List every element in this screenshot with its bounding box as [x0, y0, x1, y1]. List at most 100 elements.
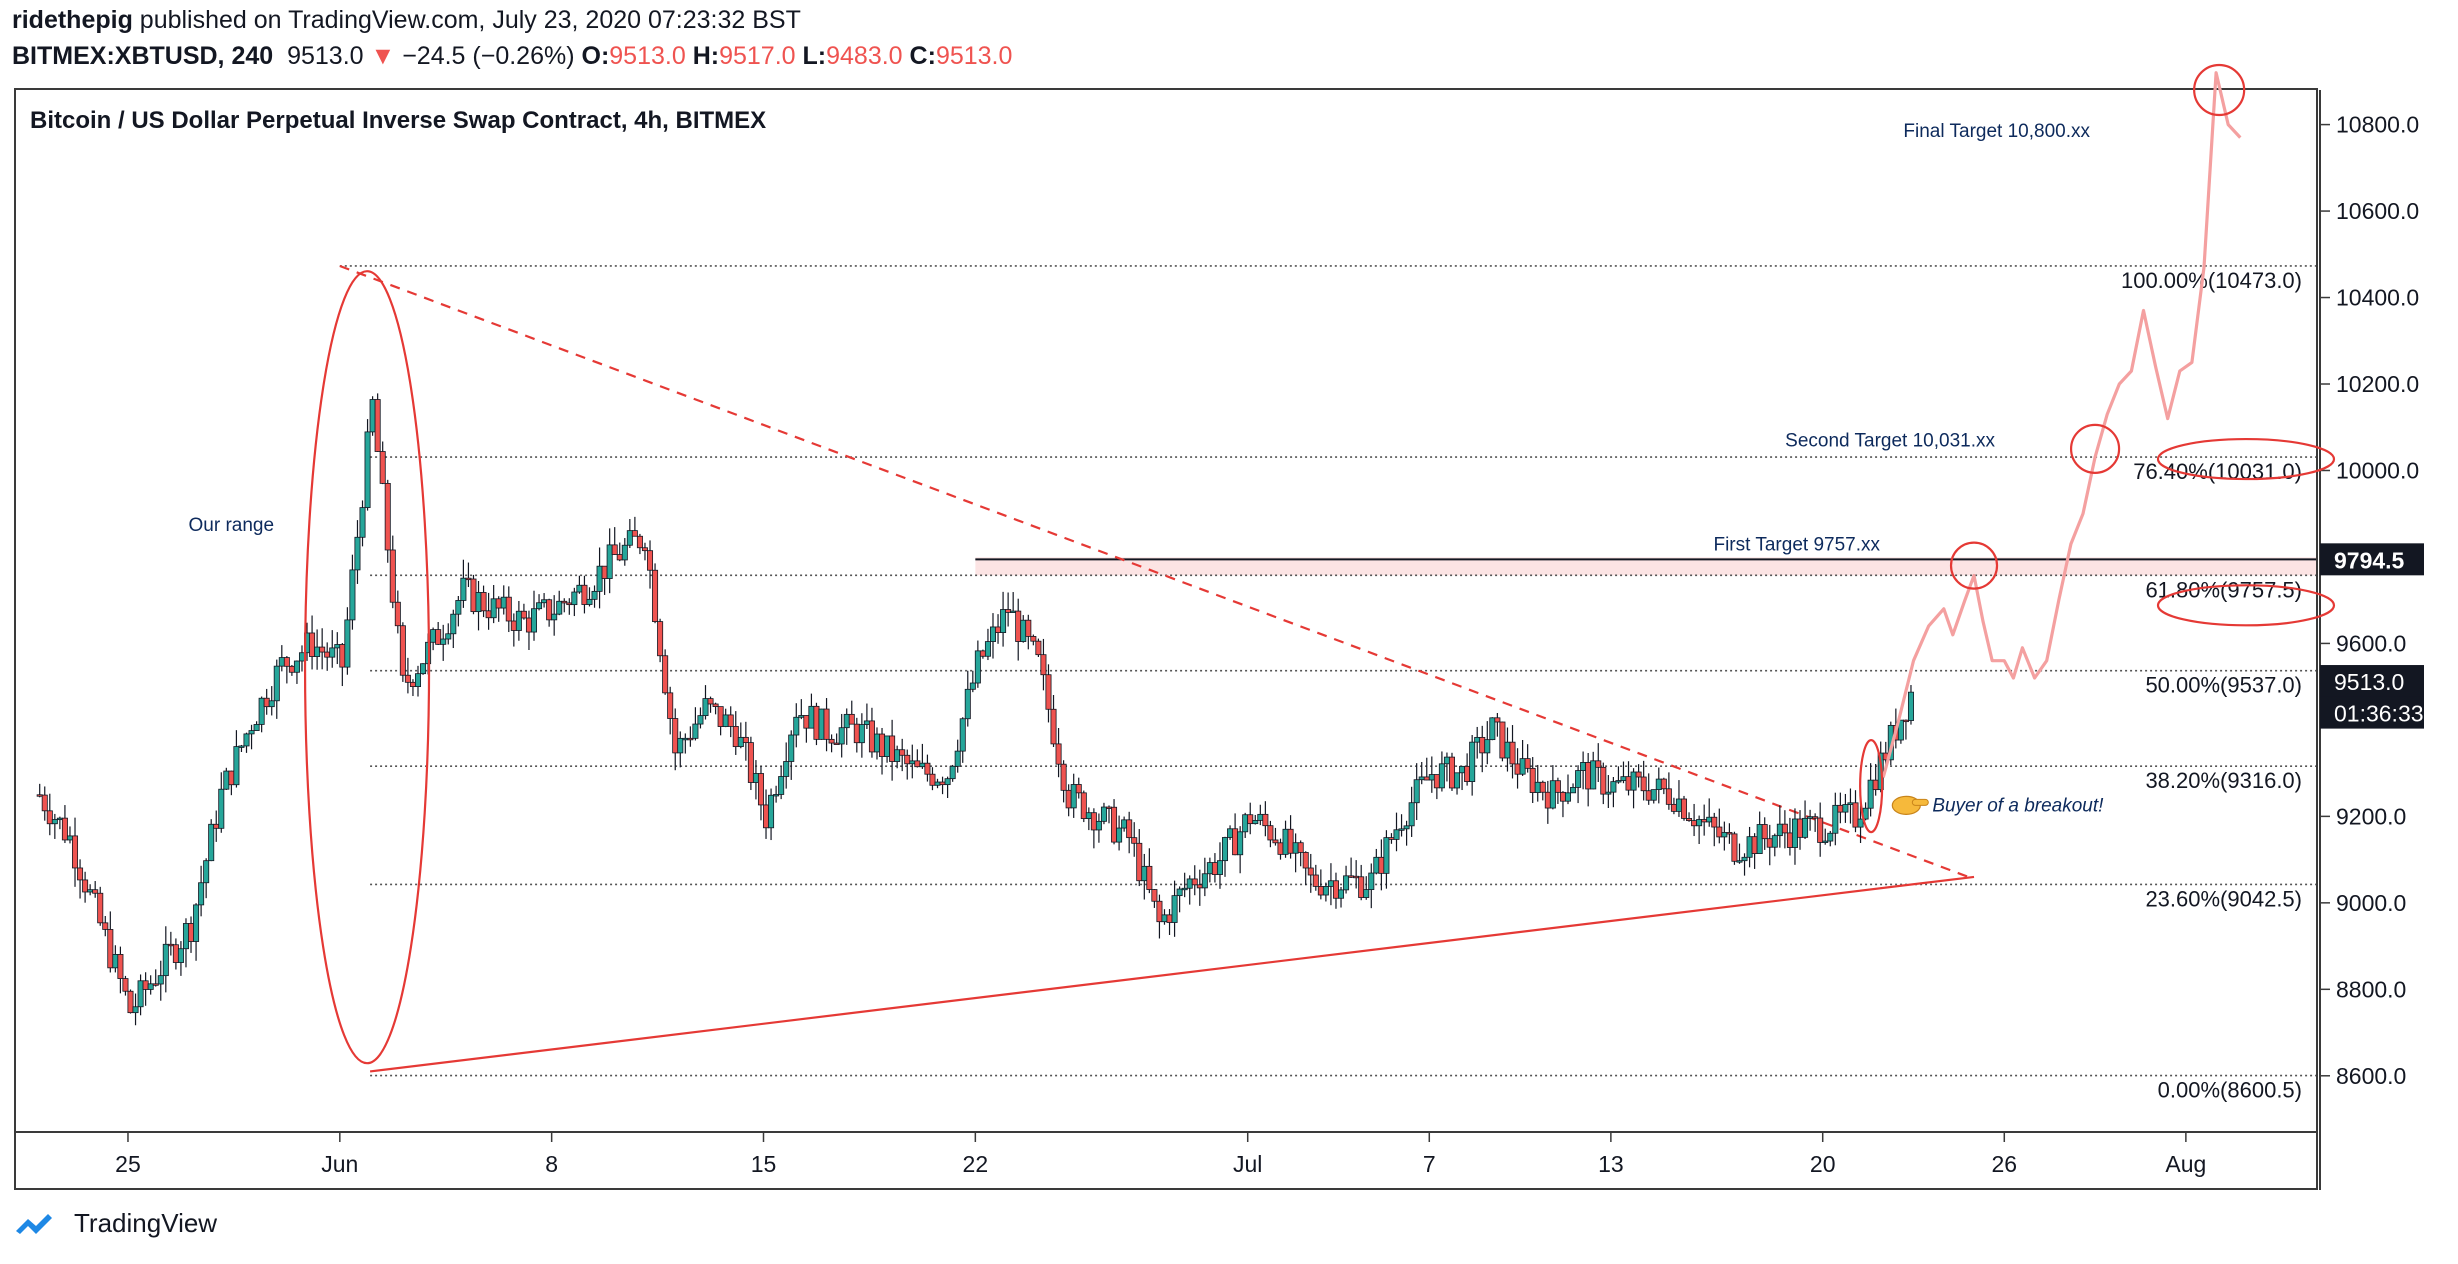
candle-body [1610, 781, 1617, 793]
candle-body [1751, 836, 1758, 854]
candle-body [1141, 865, 1148, 882]
fib-61-highlight [2156, 584, 2336, 627]
candle-body [359, 507, 366, 538]
candle-body [238, 745, 245, 748]
candle-body [1126, 819, 1133, 839]
candle-body [959, 718, 966, 752]
candle-body [969, 682, 976, 690]
candle-body [833, 742, 840, 745]
candle-body [1050, 708, 1057, 745]
candle-body [1358, 876, 1365, 898]
candle-body [954, 750, 961, 767]
candle-body [1040, 654, 1047, 676]
candle-body [1111, 806, 1118, 843]
candle-body [647, 550, 654, 571]
candle-body [1489, 717, 1496, 741]
candle-body [1398, 828, 1405, 831]
candle-body [102, 922, 109, 930]
candle-body [525, 617, 532, 633]
candle-body [1807, 816, 1814, 819]
candle-body [848, 713, 855, 725]
candle-body [107, 929, 114, 969]
candle-body [853, 723, 860, 744]
candle-body [727, 714, 734, 727]
candle-body [808, 705, 815, 729]
candle-body [409, 681, 416, 688]
candle-body [596, 565, 603, 592]
candle-body [127, 990, 134, 1014]
candle-body [1797, 818, 1804, 838]
price-label-text: 9794.5 [2334, 547, 2405, 573]
candle-body [1100, 806, 1107, 822]
candle-body [536, 602, 543, 610]
candle-body [1600, 766, 1607, 795]
candle-body [399, 625, 406, 676]
candle-body [687, 737, 694, 741]
candle-body [606, 544, 613, 579]
candle-body [1585, 762, 1592, 790]
breakout-ellipse [1859, 739, 1884, 834]
candle-body [1136, 842, 1143, 882]
candle-body [843, 713, 850, 729]
candle-body [1756, 824, 1763, 854]
candle-body [531, 608, 538, 633]
candle-body [223, 770, 230, 790]
candle-body [793, 716, 800, 736]
candle-body [263, 697, 270, 708]
candle-body [77, 867, 84, 881]
brand-name[interactable]: TradingView [74, 1208, 218, 1238]
candle-body [61, 817, 68, 841]
fib-label: 23.60%(9042.5) [2145, 886, 2302, 911]
pointing-hand-icon [1891, 795, 1929, 816]
y-tick-label: 10200.0 [2336, 371, 2419, 397]
candle-body [480, 592, 487, 612]
candle-body [1640, 776, 1647, 792]
candle-body [283, 657, 290, 667]
candle-body [1741, 856, 1748, 862]
author[interactable]: ridethepig [12, 6, 133, 34]
close-label: C: [909, 42, 936, 70]
candle-body [1872, 779, 1879, 791]
candle-body [813, 705, 820, 740]
candle-body [243, 733, 250, 747]
candle-body [379, 451, 386, 484]
candle-body [1232, 828, 1239, 856]
candle-body [172, 944, 179, 963]
candle-body [1408, 802, 1415, 827]
candle-body [1499, 721, 1506, 759]
candle-body [1726, 832, 1733, 835]
candle-body [1363, 889, 1370, 898]
candle-body [989, 626, 996, 642]
candle-body [1181, 887, 1188, 891]
candle-body [657, 621, 664, 657]
candle-body [1817, 817, 1824, 843]
candle-body [1156, 900, 1163, 923]
candle-body [566, 602, 573, 606]
candle-body [1343, 875, 1350, 891]
candle-body [1095, 820, 1102, 831]
candle-body [1257, 813, 1264, 821]
fib-label: 100.00%(10473.0) [2121, 268, 2302, 293]
x-tick-label: 7 [1423, 1151, 1436, 1177]
candle-body [949, 765, 956, 780]
second-target-circle [2069, 423, 2121, 474]
candle-body [1670, 803, 1677, 812]
candle-body [1474, 736, 1481, 743]
candle-body [838, 727, 845, 745]
candle-body [1484, 739, 1491, 754]
candle-body [1403, 825, 1410, 830]
tradingview-logo-icon[interactable] [14, 1209, 64, 1239]
candle-body [167, 943, 174, 947]
candle-body [1075, 784, 1082, 794]
candle-body [97, 892, 104, 924]
candle-body [490, 598, 497, 619]
candle-body [1176, 888, 1183, 897]
candle-body [626, 530, 633, 546]
candle-body [485, 610, 492, 619]
candle-body [1368, 872, 1375, 890]
candle-body [742, 736, 749, 744]
candle-body [1332, 880, 1339, 899]
candle-body [404, 674, 411, 683]
candle-body [1464, 765, 1471, 782]
